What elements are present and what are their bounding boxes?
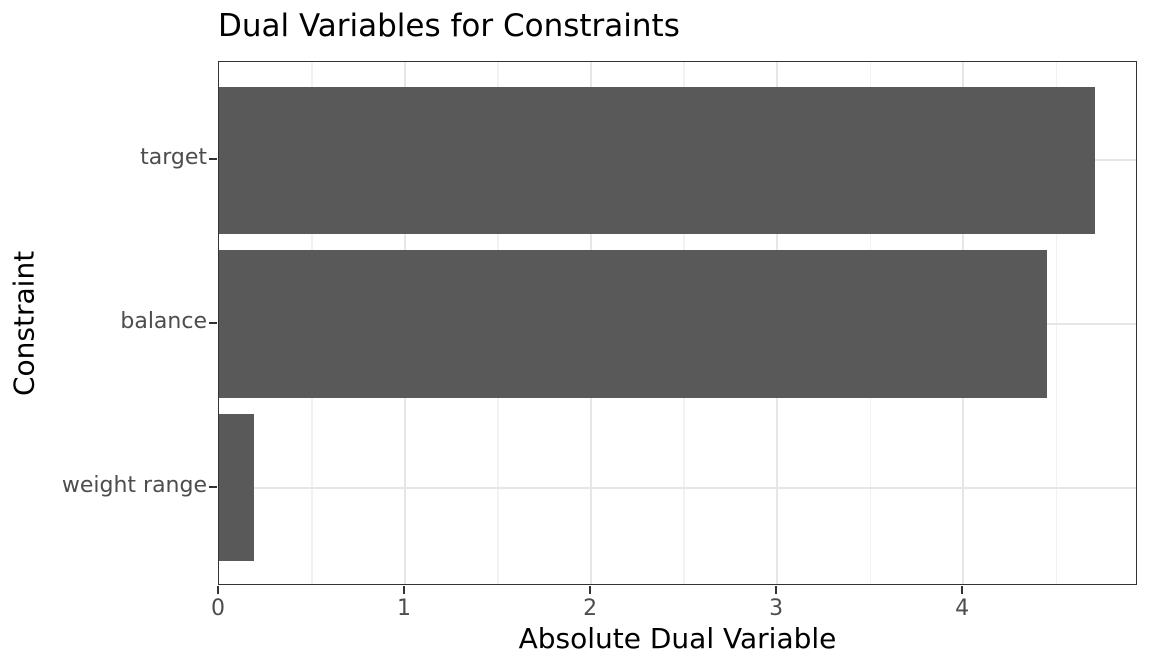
bar-target <box>219 86 1096 234</box>
y-tick-label: weight range <box>61 472 207 498</box>
y-axis-tick <box>209 322 217 324</box>
bars-layer <box>219 62 1136 584</box>
chart-title: Dual Variables for Constraints <box>218 8 680 44</box>
x-axis-tick <box>775 586 778 594</box>
y-axis-tick <box>209 485 217 488</box>
x-tick-label: 2 <box>583 596 598 621</box>
x-tick-label: 3 <box>769 596 784 621</box>
x-axis-title: Absolute Dual Variable <box>518 622 837 655</box>
x-axis-tick <box>403 586 406 594</box>
plot-panel <box>218 61 1137 585</box>
x-axis-tick <box>217 586 219 594</box>
x-axis-tick <box>961 586 964 594</box>
gridline-major-horizontal <box>219 486 1136 489</box>
x-tick-label: 0 <box>211 596 225 621</box>
x-tick-label: 1 <box>397 596 412 621</box>
y-tick-label: balance <box>120 309 207 334</box>
y-axis-tick <box>209 158 217 161</box>
bar-weight-range <box>219 414 255 562</box>
x-tick-label: 4 <box>955 596 970 621</box>
bar-balance <box>219 250 1047 398</box>
x-axis-tick <box>589 586 592 594</box>
gridline-minor-vertical <box>1055 62 1057 584</box>
y-tick-label: target <box>140 145 207 171</box>
